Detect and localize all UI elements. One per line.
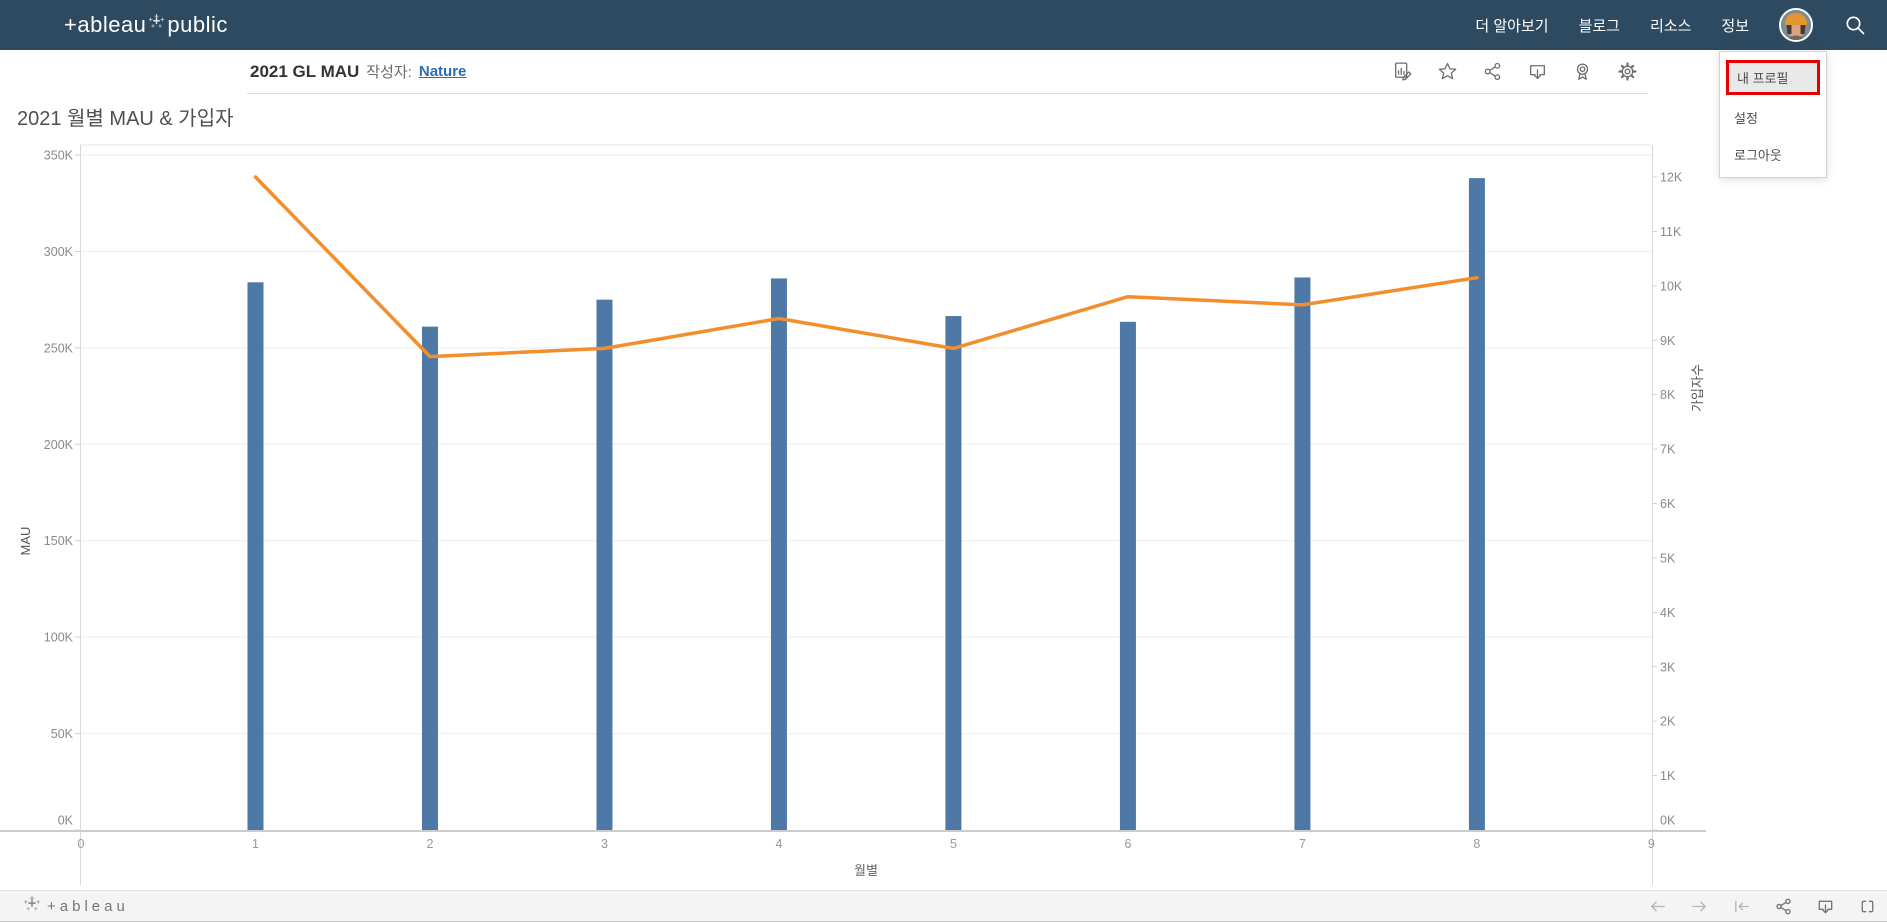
axis-tick-label: 0K: [58, 814, 74, 828]
mau-subscribers-chart[interactable]: 0K 50K 100K 150K 200K 250K 300K 350K 0K 1K 2K 3K 4K 5…: [0, 126, 1710, 890]
edit-icon[interactable]: [1392, 61, 1413, 82]
favorite-star-icon[interactable]: [1437, 61, 1458, 82]
right-axis-title: 가입자수: [1690, 364, 1705, 412]
bar-mark-month-6[interactable]: [1119, 321, 1136, 830]
nav-item-learn-more[interactable]: 더 알아보기: [1475, 17, 1549, 35]
undo-arrow-left-icon[interactable]: [1648, 897, 1667, 916]
bar-mark-month-5[interactable]: [945, 316, 962, 830]
navbar-links: 더 알아보기 블로그 리소스 정보: [1475, 0, 1887, 50]
axis-tick-label: 11K: [1660, 225, 1682, 239]
axis-tick-label: 200K: [44, 438, 74, 452]
axis-tick-label: 300K: [44, 245, 74, 259]
axis-tick-label: 4K: [1660, 606, 1676, 620]
fullscreen-icon[interactable]: [1858, 897, 1877, 916]
axis-tick-label: 2: [427, 837, 434, 851]
menu-item-my-profile[interactable]: 내 프로필: [1737, 71, 1789, 86]
axis-tick-label: 10K: [1660, 279, 1683, 293]
axis-tick-label: 2K: [1660, 715, 1676, 729]
chart-title: 2021 월별 MAU & 가입자: [17, 108, 234, 130]
viz-title: 2021 GL MAU: [250, 61, 360, 81]
viz-title-row: 2021 GL MAU 작성자: Nature: [250, 50, 466, 93]
tableau-sparkle-icon: [149, 9, 165, 35]
viz-author-link[interactable]: Nature: [418, 63, 467, 80]
settings-gear-icon[interactable]: [1617, 61, 1638, 82]
top-navbar: +ableau public 더 알아보기 블로그 리소스 정보: [0, 0, 1887, 50]
viz-byline-label: 작성자:: [366, 64, 412, 81]
search-icon[interactable]: [1843, 13, 1867, 37]
bar-mark-month-3[interactable]: [596, 299, 613, 831]
bar-mark-month-8[interactable]: [1468, 178, 1485, 831]
footer-icons: [1648, 897, 1877, 916]
axis-tick-label: 350K: [44, 149, 74, 163]
bar-mark-month-4[interactable]: [770, 278, 787, 830]
logo-text-public: public: [167, 12, 228, 37]
nav-item-resources[interactable]: 리소스: [1649, 17, 1692, 35]
axis-tick-label: 6: [1124, 837, 1131, 851]
nav-item-info[interactable]: 정보: [1721, 17, 1749, 35]
axis-tick-label: 50K: [51, 727, 74, 741]
axis-tick-label: 1K: [1660, 769, 1676, 783]
share-icon[interactable]: [1482, 61, 1503, 82]
redo-arrow-right-icon[interactable]: [1690, 897, 1709, 916]
profile-dropdown-menu: 내 프로필 설정 로그아웃: [1719, 51, 1827, 178]
left-axis-title: MAU: [18, 527, 33, 556]
axis-tick-label: 12K: [1660, 171, 1683, 185]
footer-logo-text: +ableau: [47, 897, 129, 915]
axis-tick-label: 150K: [44, 534, 74, 548]
nav-item-blog[interactable]: 블로그: [1578, 17, 1620, 35]
axis-tick-label: 0: [78, 837, 85, 851]
axis-tick-label: 4: [775, 837, 782, 851]
tableau-sparkle-icon: [24, 896, 40, 916]
axis-tick-label: 5: [950, 837, 957, 851]
axis-tick-label: 1: [252, 837, 259, 851]
user-avatar[interactable]: [1779, 8, 1813, 42]
axis-tick-label: 8K: [1660, 388, 1676, 402]
download-icon[interactable]: [1816, 897, 1835, 916]
tableau-public-logo[interactable]: +ableau public: [64, 0, 228, 50]
bar-mark-month-7[interactable]: [1294, 277, 1311, 830]
viz-header-divider: [247, 93, 1648, 94]
menu-item-settings[interactable]: 설정: [1734, 111, 1758, 126]
axis-tick-label: 7: [1299, 837, 1306, 851]
menu-highlight-box: 내 프로필: [1726, 60, 1820, 95]
download-icon[interactable]: [1527, 61, 1548, 82]
menu-item-logout[interactable]: 로그아웃: [1734, 148, 1782, 163]
axis-tick-label: 5K: [1660, 551, 1676, 565]
axis-tick-label: 9: [1648, 837, 1655, 851]
viz-toolbar: [1392, 50, 1638, 93]
logo-text-tableau: +ableau: [64, 12, 147, 37]
bar-mark-month-1[interactable]: [247, 282, 264, 830]
reset-icon[interactable]: [1732, 897, 1751, 916]
axis-tick-label: 9K: [1660, 334, 1676, 348]
axis-tick-label: 3K: [1660, 660, 1676, 674]
tableau-footer-logo[interactable]: +ableau: [24, 896, 129, 916]
axis-tick-label: 7K: [1660, 443, 1676, 457]
axis-tick-label: 6K: [1660, 497, 1676, 511]
award-ribbon-icon[interactable]: [1572, 61, 1593, 82]
axis-tick-label: 3: [601, 837, 608, 851]
x-axis-title: 월별: [854, 863, 878, 878]
viz-footer-toolbar: +ableau: [0, 890, 1887, 922]
axis-tick-label: 0K: [1660, 814, 1676, 828]
axis-tick-label: 100K: [44, 631, 74, 645]
axis-tick-label: 8: [1473, 837, 1480, 851]
bar-mark-month-2[interactable]: [421, 326, 438, 830]
line-mark-subscribers[interactable]: [253, 175, 1479, 359]
share-icon[interactable]: [1774, 897, 1793, 916]
axis-tick-label: 250K: [44, 341, 74, 355]
